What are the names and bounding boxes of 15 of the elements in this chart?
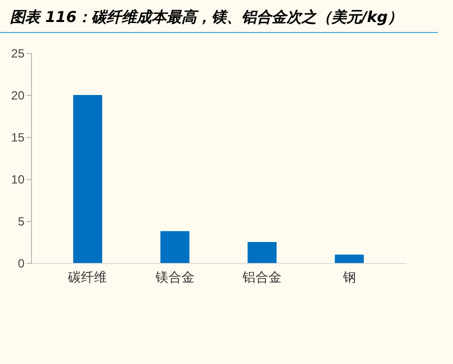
bar bbox=[334, 254, 364, 263]
bar bbox=[73, 95, 102, 263]
y-tick-label: 0 bbox=[18, 256, 25, 270]
y-tick-label: 20 bbox=[11, 88, 25, 102]
y-tick-label: 5 bbox=[18, 214, 25, 228]
x-tick-label: 钢 bbox=[342, 270, 356, 286]
bar bbox=[160, 231, 190, 263]
x-tick-label: 铝合金 bbox=[242, 270, 282, 286]
bar bbox=[248, 242, 277, 263]
x-tick-label: 镁合金 bbox=[154, 270, 194, 286]
chart-title: 图表 116：碳纤维成本最高，镁、铝合金次之（美元/kg） bbox=[0, 0, 438, 33]
y-tick-label: 15 bbox=[11, 130, 25, 144]
y-tick-label: 10 bbox=[11, 172, 25, 186]
x-tick-label: 碳纤维 bbox=[67, 270, 108, 286]
y-tick-label: 25 bbox=[11, 46, 25, 60]
